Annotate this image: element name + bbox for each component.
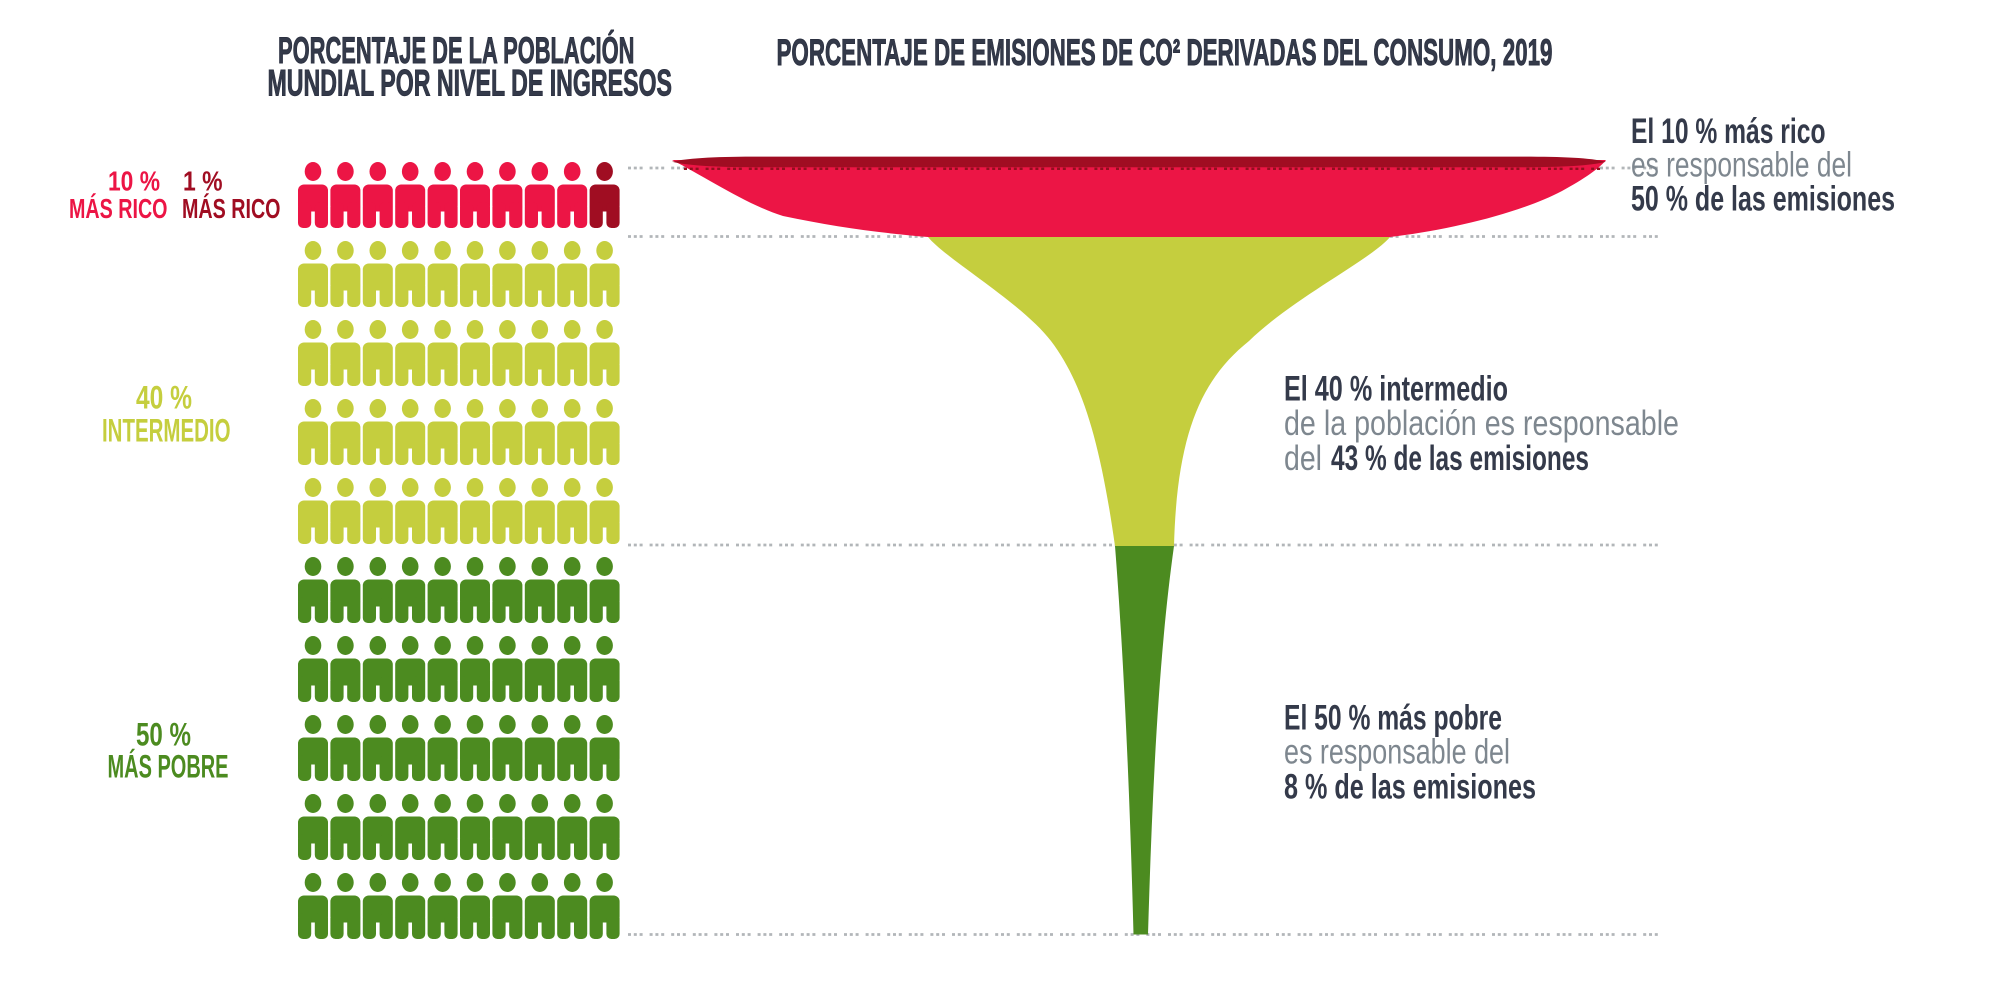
- svg-text:es responsable del: es responsable del: [1284, 733, 1510, 772]
- svg-text:43 % de las emisiones: 43 % de las emisiones: [1331, 439, 1589, 478]
- svg-text:MUNDIAL POR NIVEL DE INGRESOS: MUNDIAL POR NIVEL DE INGRESOS: [268, 63, 673, 104]
- svg-text:1 %: 1 %: [183, 166, 223, 197]
- svg-text:8 % de las emisiones: 8 % de las emisiones: [1284, 768, 1536, 807]
- svg-text:MÁS POBRE: MÁS POBRE: [108, 749, 229, 785]
- svg-text:de la población es responsable: de la población es responsable: [1284, 404, 1679, 443]
- svg-text:50 % de las emisiones: 50 % de las emisiones: [1631, 180, 1895, 219]
- svg-text:El 40 % intermedio: El 40 % intermedio: [1284, 370, 1508, 409]
- svg-text:40 %: 40 %: [136, 380, 192, 416]
- svg-text:MÁS RICO: MÁS RICO: [182, 193, 281, 224]
- svg-text:es responsable del: es responsable del: [1631, 146, 1852, 185]
- svg-text:del: del: [1284, 439, 1322, 478]
- svg-text:El 10 % más rico: El 10 % más rico: [1631, 112, 1826, 151]
- svg-text:INTERMEDIO: INTERMEDIO: [102, 413, 231, 449]
- svg-text:MÁS RICO: MÁS RICO: [69, 193, 168, 224]
- svg-text:50 %: 50 %: [136, 717, 191, 753]
- svg-text:El 50 % más pobre: El 50 % más pobre: [1284, 699, 1502, 738]
- svg-text:10 %: 10 %: [108, 166, 160, 197]
- svg-text:PORCENTAJE DE LA POBLACIÓN: PORCENTAJE DE LA POBLACIÓN: [278, 29, 635, 71]
- svg-text:PORCENTAJE DE EMISIONES DE CO²: PORCENTAJE DE EMISIONES DE CO² DERIVADAS…: [777, 32, 1553, 73]
